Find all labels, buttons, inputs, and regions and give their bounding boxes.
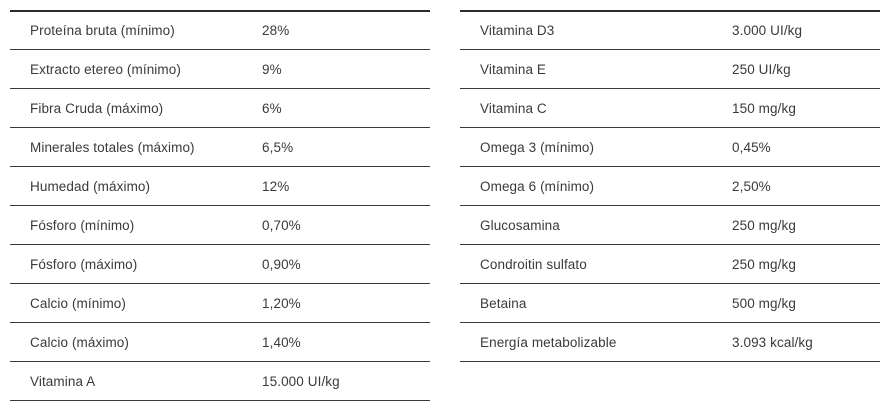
nutrient-value: 28% <box>262 23 290 38</box>
table-row: Calcio (máximo) 1,40% <box>10 323 430 362</box>
nutrient-name: Omega 6 (mínimo) <box>480 178 595 194</box>
nutrient-value: 1,20% <box>262 295 301 311</box>
nutrient-value: 0,45% <box>732 139 771 155</box>
table-row: Energía metabolizable 3.093 kcal/kg <box>460 323 880 362</box>
nutrient-name: Humedad (máximo) <box>30 178 151 194</box>
nutrient-name: Fibra Cruda (máximo) <box>30 100 164 116</box>
table-row: Vitamina E 250 UI/kg <box>460 50 880 89</box>
nutrient-value: 0,90% <box>262 256 301 272</box>
table-row: Omega 3 (mínimo) 0,45% <box>460 128 880 167</box>
nutrient-value: 150 mg/kg <box>732 100 796 116</box>
table-row: Omega 6 (mínimo) 2,50% <box>460 167 880 206</box>
nutrient-name: Vitamina E <box>480 61 547 77</box>
table-row: Vitamina D3 3.000 UI/kg <box>460 12 880 50</box>
nutrient-name: Calcio (máximo) <box>30 334 130 350</box>
nutrient-name: Glucosamina <box>480 217 560 233</box>
nutrition-table-right: Vitamina D3 3.000 UI/kg Vitamina E 250 U… <box>460 10 880 362</box>
table-row: Vitamina A 15.000 UI/kg <box>10 362 430 401</box>
table-row: Calcio (mínimo) 1,20% <box>10 284 430 323</box>
nutrient-value: 3.093 kcal/kg <box>732 334 813 350</box>
nutrient-name: Fósforo (mínimo) <box>30 217 135 233</box>
nutrient-name: Fósforo (máximo) <box>30 256 138 272</box>
table-row: Fibra Cruda (máximo) 6% <box>10 89 430 128</box>
table-row: Fósforo (mínimo) 0,70% <box>10 206 430 245</box>
nutrient-name: Vitamina D3 <box>480 23 555 38</box>
nutrient-value: 9% <box>262 61 282 77</box>
nutrient-value: 15.000 UI/kg <box>262 373 340 389</box>
nutrient-name: Energía metabolizable <box>480 334 617 350</box>
nutrient-name: Betaina <box>480 295 527 311</box>
table-row: Proteína bruta (mínimo) 28% <box>10 12 430 50</box>
table-row: Condroitin sulfato 250 mg/kg <box>460 245 880 284</box>
nutrient-value: 2,50% <box>732 178 771 194</box>
nutrient-value: 250 UI/kg <box>732 61 791 77</box>
nutrient-name: Vitamina C <box>480 100 547 116</box>
nutrient-name: Extracto etereo (mínimo) <box>30 61 181 77</box>
table-row: Extracto etereo (mínimo) 9% <box>10 50 430 89</box>
table-row: Humedad (máximo) 12% <box>10 167 430 206</box>
table-row: Vitamina C 150 mg/kg <box>460 89 880 128</box>
nutrient-name: Proteína bruta (mínimo) <box>30 23 175 38</box>
nutrient-name: Condroitin sulfato <box>480 256 587 272</box>
table-row: Minerales totales (máximo) 6,5% <box>10 128 430 167</box>
nutrition-table-left: Proteína bruta (mínimo) 28% Extracto ete… <box>10 10 430 401</box>
nutrient-name: Vitamina A <box>30 373 96 389</box>
nutrient-value: 6% <box>262 100 282 116</box>
nutrient-value: 0,70% <box>262 217 301 233</box>
nutrient-value: 250 mg/kg <box>732 217 796 233</box>
nutrient-name: Calcio (mínimo) <box>30 295 127 311</box>
nutrient-value: 3.000 UI/kg <box>732 23 803 38</box>
nutrient-name: Minerales totales (máximo) <box>30 139 195 155</box>
table-row: Glucosamina 250 mg/kg <box>460 206 880 245</box>
nutrient-value: 12% <box>262 178 290 194</box>
nutrient-name: Omega 3 (mínimo) <box>480 139 595 155</box>
nutrient-value: 500 mg/kg <box>732 295 796 311</box>
table-row: Fósforo (máximo) 0,90% <box>10 245 430 284</box>
table-row: Betaina 500 mg/kg <box>460 284 880 323</box>
nutrient-value: 6,5% <box>262 139 294 155</box>
nutrient-value: 1,40% <box>262 334 301 350</box>
nutrient-value: 250 mg/kg <box>732 256 796 272</box>
